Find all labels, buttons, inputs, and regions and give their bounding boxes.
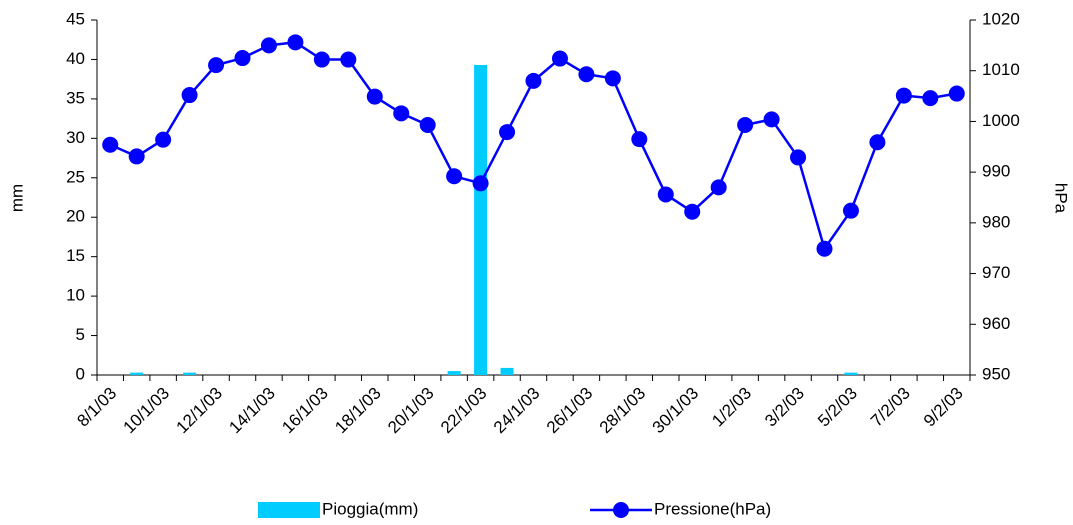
x-tick-label: 12/1/03	[172, 384, 226, 438]
marker	[260, 37, 277, 54]
x-tick-label: 30/1/03	[649, 384, 703, 438]
y2-tick-label: 1020	[982, 9, 1020, 28]
marker	[102, 136, 119, 153]
marker	[816, 240, 833, 257]
marker	[128, 148, 145, 165]
marker	[287, 34, 304, 51]
marker	[684, 203, 701, 220]
marker	[525, 72, 542, 89]
bar	[183, 372, 197, 375]
y2-tick-label: 980	[982, 212, 1010, 231]
x-tick-label: 24/1/03	[490, 384, 544, 438]
legend-swatch	[258, 502, 320, 518]
y2-tick-label: 1000	[982, 111, 1020, 130]
bar	[500, 367, 514, 375]
marker	[578, 66, 595, 83]
y-tick-label: 0	[76, 364, 85, 383]
marker	[737, 116, 754, 133]
x-tick-label: 14/1/03	[225, 384, 279, 438]
bar	[447, 371, 461, 375]
y2-tick-label: 990	[982, 162, 1010, 181]
legend-label: Pressione(hPa)	[654, 499, 771, 518]
marker	[208, 57, 225, 74]
marker	[234, 50, 251, 67]
y-tick-label: 25	[66, 167, 85, 186]
marker	[657, 186, 674, 203]
marker	[446, 168, 463, 185]
marker	[922, 90, 939, 107]
bar	[130, 372, 144, 375]
x-tick-label: 10/1/03	[120, 384, 174, 438]
y-tick-label: 15	[66, 246, 85, 265]
x-tick-label: 3/2/03	[761, 384, 808, 431]
x-tick-label: 20/1/03	[384, 384, 438, 438]
y2-tick-label: 950	[982, 364, 1010, 383]
y-axis-title: mm	[7, 184, 26, 212]
x-tick-label: 8/1/03	[73, 384, 120, 431]
x-tick-label: 1/2/03	[708, 384, 755, 431]
y-tick-label: 5	[76, 325, 85, 344]
legend-label: Pioggia(mm)	[322, 499, 418, 518]
bar	[474, 64, 488, 375]
marker	[631, 131, 648, 148]
x-tick-label: 18/1/03	[331, 384, 385, 438]
x-tick-label: 28/1/03	[596, 384, 650, 438]
marker	[313, 51, 330, 68]
marker	[366, 88, 383, 105]
y-tick-label: 30	[66, 128, 85, 147]
marker	[763, 111, 780, 128]
marker	[499, 124, 516, 141]
y2-tick-label: 960	[982, 314, 1010, 333]
y-tick-label: 10	[66, 286, 85, 305]
marker	[604, 70, 621, 87]
marker	[551, 50, 568, 67]
y-tick-label: 40	[66, 49, 85, 68]
marker	[393, 105, 410, 122]
y-tick-label: 20	[66, 207, 85, 226]
bar	[844, 372, 858, 375]
x-tick-label: 16/1/03	[278, 384, 332, 438]
y-tick-label: 35	[66, 88, 85, 107]
marker	[895, 87, 912, 104]
legend-swatch	[613, 502, 629, 518]
marker	[869, 134, 886, 151]
y2-axis-title: hPa	[1052, 183, 1071, 214]
marker	[948, 85, 965, 102]
marker	[472, 175, 489, 192]
marker	[155, 131, 172, 148]
marker	[419, 116, 436, 133]
x-tick-label: 26/1/03	[543, 384, 597, 438]
x-tick-label: 22/1/03	[437, 384, 491, 438]
y2-tick-label: 1010	[982, 60, 1020, 79]
x-tick-label: 7/2/03	[867, 384, 914, 431]
marker	[181, 87, 198, 104]
marker	[340, 51, 357, 68]
marker	[842, 202, 859, 219]
y-tick-label: 45	[66, 9, 85, 28]
marker	[790, 149, 807, 166]
x-tick-label: 5/2/03	[814, 384, 861, 431]
marker	[710, 179, 727, 196]
x-tick-label: 9/2/03	[920, 384, 967, 431]
y2-tick-label: 970	[982, 263, 1010, 282]
